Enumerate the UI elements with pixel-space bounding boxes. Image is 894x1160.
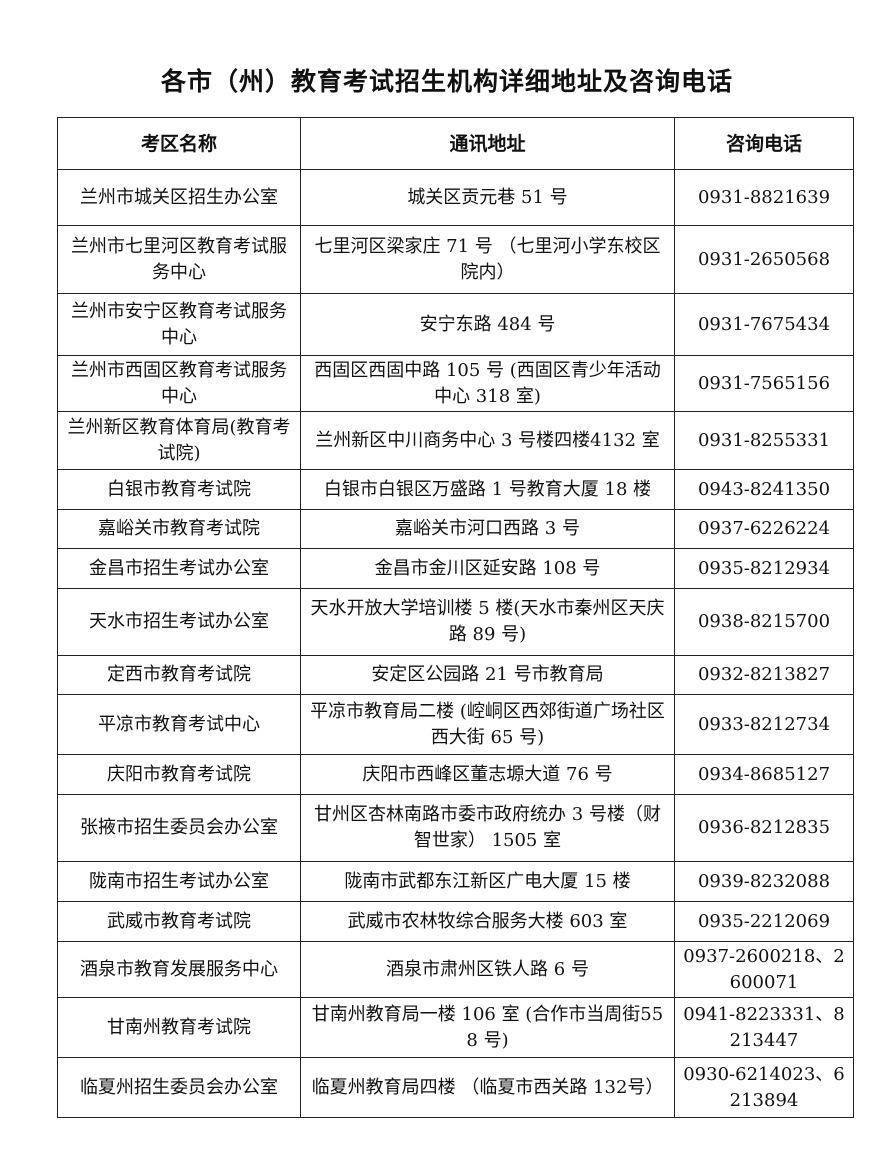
region-name-cell: 甘南州教育考试院 bbox=[57, 997, 301, 1058]
header-phone: 咨询电话 bbox=[674, 117, 854, 170]
table-row: 兰州市城关区招生办公室 城关区贡元巷 51 号 0931-8821639 bbox=[57, 169, 854, 226]
address-cell: 安定区公园路 21 号市教育局 bbox=[300, 655, 675, 695]
region-name-cell: 定西市教育考试院 bbox=[57, 655, 301, 695]
phone-cell: 0931-8821639 bbox=[674, 169, 854, 226]
region-name-cell: 嘉峪关市教育考试院 bbox=[57, 509, 301, 549]
region-name-cell: 兰州市七里河区教育考试服务中心 bbox=[57, 225, 301, 294]
address-cell: 临夏州教育局四楼 （临夏市西关路 132号） bbox=[300, 1057, 675, 1118]
table-row: 嘉峪关市教育考试院 嘉峪关市河口西路 3 号 0937-6226224 bbox=[57, 509, 854, 549]
region-name-cell: 庆阳市教育考试院 bbox=[57, 754, 301, 795]
table-row: 定西市教育考试院 安定区公园路 21 号市教育局 0932-8213827 bbox=[57, 655, 854, 695]
table-row: 临夏州招生委员会办公室 临夏州教育局四楼 （临夏市西关路 132号） 0930-62… bbox=[57, 1057, 854, 1118]
table-row: 张掖市招生委员会办公室 甘州区杏林南路市委市政府统办 3 号楼（财智世家） 150… bbox=[57, 794, 854, 862]
region-name-cell: 平凉市教育考试中心 bbox=[57, 694, 301, 755]
table-row: 兰州市西固区教育考试服务中心 西固区西固中路 105 号 (西固区青少年活动中心 … bbox=[57, 355, 854, 412]
address-cell: 嘉峪关市河口西路 3 号 bbox=[300, 509, 675, 549]
address-cell: 金昌市金川区延安路 108 号 bbox=[300, 548, 675, 589]
address-cell: 七里河区梁家庄 71 号 （七里河小学东校区院内） bbox=[300, 225, 675, 294]
address-cell: 酒泉市肃州区铁人路 6 号 bbox=[300, 941, 675, 998]
phone-cell: 0938-8215700 bbox=[674, 588, 854, 656]
address-cell: 安宁东路 484 号 bbox=[300, 293, 675, 356]
address-cell: 甘南州教育局一楼 106 室 (合作市当周街558 号) bbox=[300, 997, 675, 1058]
address-cell: 平凉市教育局二楼 (崆峒区西郊街道广场社区西大街 65 号) bbox=[300, 694, 675, 755]
phone-cell: 0931-8255331 bbox=[674, 411, 854, 470]
header-region-name: 考区名称 bbox=[57, 117, 301, 170]
phone-cell: 0939-8232088 bbox=[674, 861, 854, 902]
region-name-cell: 兰州市城关区招生办公室 bbox=[57, 169, 301, 226]
phone-cell: 0937-2600218、2600071 bbox=[674, 941, 854, 998]
phone-cell: 0930-6214023、6213894 bbox=[674, 1057, 854, 1118]
phone-cell: 0937-6226224 bbox=[674, 509, 854, 549]
address-cell: 庆阳市西峰区董志塬大道 76 号 bbox=[300, 754, 675, 795]
phone-cell: 0935-2212069 bbox=[674, 901, 854, 942]
phone-cell: 0932-8213827 bbox=[674, 655, 854, 695]
region-name-cell: 白银市教育考试院 bbox=[57, 469, 301, 510]
table-row: 天水市招生考试办公室 天水开放大学培训楼 5 楼(天水市秦州区天庆路 89 号) 0… bbox=[57, 588, 854, 656]
table-row: 武威市教育考试院 武威市农林牧综合服务大楼 603 室 0935-2212069 bbox=[57, 901, 854, 942]
address-cell: 武威市农林牧综合服务大楼 603 室 bbox=[300, 901, 675, 942]
phone-cell: 0933-8212734 bbox=[674, 694, 854, 755]
address-cell: 兰州新区中川商务中心 3 号楼四楼4132 室 bbox=[300, 411, 675, 470]
region-name-cell: 兰州市西固区教育考试服务中心 bbox=[57, 355, 301, 412]
phone-cell: 0943-8241350 bbox=[674, 469, 854, 510]
table-row: 兰州市安宁区教育考试服务中心 安宁东路 484 号 0931-7675434 bbox=[57, 293, 854, 356]
region-name-cell: 兰州市安宁区教育考试服务中心 bbox=[57, 293, 301, 356]
region-name-cell: 临夏州招生委员会办公室 bbox=[57, 1057, 301, 1118]
region-name-cell: 陇南市招生考试办公室 bbox=[57, 861, 301, 902]
phone-cell: 0941-8223331、8213447 bbox=[674, 997, 854, 1058]
table-row: 庆阳市教育考试院 庆阳市西峰区董志塬大道 76 号 0934-8685127 bbox=[57, 754, 854, 795]
phone-cell: 0936-8212835 bbox=[674, 794, 854, 862]
region-name-cell: 酒泉市教育发展服务中心 bbox=[57, 941, 301, 998]
phone-cell: 0931-7565156 bbox=[674, 355, 854, 412]
region-name-cell: 天水市招生考试办公室 bbox=[57, 588, 301, 656]
address-cell: 城关区贡元巷 51 号 bbox=[300, 169, 675, 226]
table-row: 平凉市教育考试中心 平凉市教育局二楼 (崆峒区西郊街道广场社区西大街 65 号) 0… bbox=[57, 694, 854, 755]
region-name-cell: 张掖市招生委员会办公室 bbox=[57, 794, 301, 862]
phone-cell: 0934-8685127 bbox=[674, 754, 854, 795]
address-cell: 西固区西固中路 105 号 (西固区青少年活动中心 318 室) bbox=[300, 355, 675, 412]
table-header-row: 考区名称 通讯地址 咨询电话 bbox=[57, 117, 854, 170]
region-name-cell: 金昌市招生考试办公室 bbox=[57, 548, 301, 589]
table-row: 白银市教育考试院 白银市白银区万盛路 1 号教育大厦 18 楼 0943-82413… bbox=[57, 469, 854, 510]
page-title: 各市（州）教育考试招生机构详细地址及咨询电话 bbox=[160, 67, 733, 96]
table-row: 酒泉市教育发展服务中心 酒泉市肃州区铁人路 6 号 0937-2600218、260… bbox=[57, 941, 854, 998]
table-row: 兰州市七里河区教育考试服务中心 七里河区梁家庄 71 号 （七里河小学东校区院内）… bbox=[57, 225, 854, 294]
region-name-cell: 武威市教育考试院 bbox=[57, 901, 301, 942]
address-cell: 白银市白银区万盛路 1 号教育大厦 18 楼 bbox=[300, 469, 675, 510]
phone-cell: 0935-8212934 bbox=[674, 548, 854, 589]
header-address: 通讯地址 bbox=[300, 117, 675, 170]
table-row: 金昌市招生考试办公室 金昌市金川区延安路 108 号 0935-8212934 bbox=[57, 548, 854, 589]
table-row: 陇南市招生考试办公室 陇南市武都东江新区广电大厦 15 楼 0939-8232088 bbox=[57, 861, 854, 902]
contact-table: 考区名称 通讯地址 咨询电话 兰州市城关区招生办公室 城关区贡元巷 51 号 093… bbox=[57, 117, 854, 1118]
region-name-cell: 兰州新区教育体育局(教育考试院) bbox=[57, 411, 301, 470]
address-cell: 甘州区杏林南路市委市政府统办 3 号楼（财智世家） 1505 室 bbox=[300, 794, 675, 862]
table-row: 甘南州教育考试院 甘南州教育局一楼 106 室 (合作市当周街558 号) 0941… bbox=[57, 997, 854, 1058]
address-cell: 天水开放大学培训楼 5 楼(天水市秦州区天庆路 89 号) bbox=[300, 588, 675, 656]
phone-cell: 0931-7675434 bbox=[674, 293, 854, 356]
address-cell: 陇南市武都东江新区广电大厦 15 楼 bbox=[300, 861, 675, 902]
phone-cell: 0931-2650568 bbox=[674, 225, 854, 294]
